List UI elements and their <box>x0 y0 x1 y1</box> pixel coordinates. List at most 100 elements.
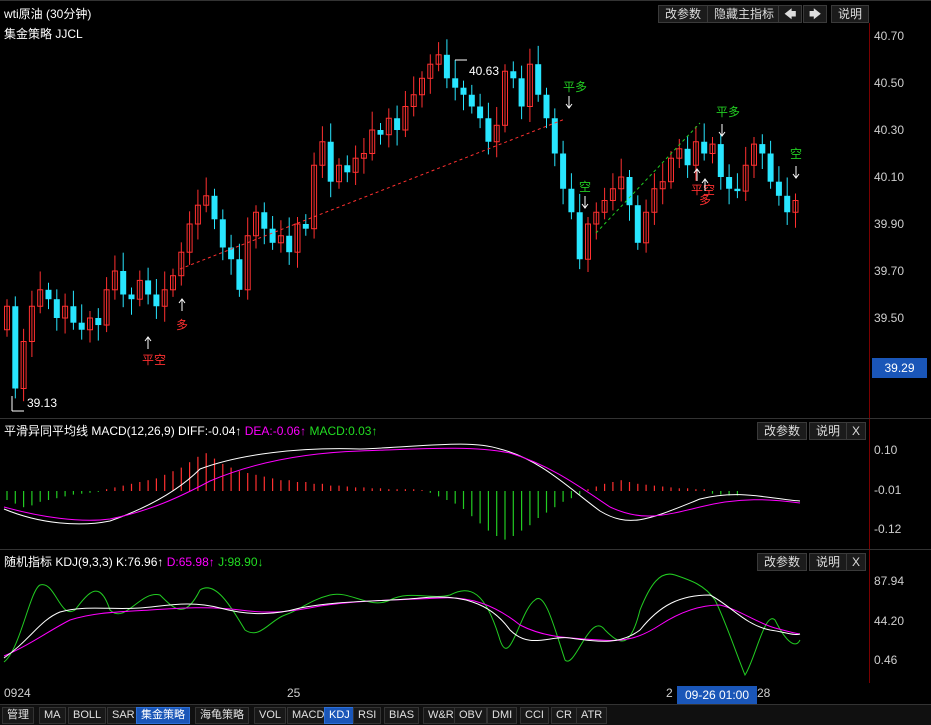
tab-16[interactable]: ATR <box>576 707 608 724</box>
candle-body-up <box>352 157 359 173</box>
tab-1[interactable]: MA <box>39 707 66 724</box>
candle-body-down <box>377 130 384 135</box>
candle-body-down <box>228 247 235 260</box>
macd-chart[interactable] <box>0 419 870 550</box>
candle-body-up <box>435 54 442 65</box>
candle-body-up <box>609 188 616 201</box>
tab-14[interactable]: CCI <box>520 707 549 724</box>
kdj-title: 随机指标 KDJ(9,3,3) K:76.96↑ D:65.98↑ J:98.9… <box>4 553 264 570</box>
candle-body-up <box>203 195 210 206</box>
kdj-k-value: K:76.96↑ <box>116 555 164 569</box>
candle-body-up <box>668 157 674 183</box>
signal-label: 平空 <box>142 353 166 367</box>
candle-body-down <box>626 177 633 206</box>
candle-body-up <box>194 204 201 225</box>
macd-name: 平滑异同平均线 MACD(12,26,9) <box>4 424 175 438</box>
tab-15[interactable]: CR <box>551 707 577 724</box>
candle-body-down <box>684 148 691 166</box>
hide-main-indicator-button[interactable]: 隐藏主指标 <box>707 5 782 23</box>
tab-0[interactable]: 管理 <box>2 707 34 724</box>
candle-body-down <box>78 322 85 330</box>
kdj-chart[interactable] <box>0 550 870 684</box>
candle-body-up <box>294 223 301 253</box>
kdj-help-button[interactable]: 说明 <box>809 553 848 571</box>
candle-body-up <box>502 70 508 126</box>
y-label: 39.70 <box>874 264 905 278</box>
tab-10[interactable]: BIAS <box>384 707 420 724</box>
tab-8[interactable]: KDJ <box>324 707 355 724</box>
candle-body-down <box>510 71 517 79</box>
candle-body-down <box>286 235 293 253</box>
tab-12[interactable]: OBV <box>454 707 488 724</box>
signal-label: 多 <box>176 318 188 332</box>
tab-2[interactable]: BOLL <box>68 707 107 724</box>
kdj-params-button[interactable]: 改参数 <box>757 553 808 571</box>
candle-body-up <box>277 235 284 244</box>
macd-params-button[interactable]: 改参数 <box>757 422 808 440</box>
candle-body-down <box>560 153 567 189</box>
tab-9[interactable]: RSI <box>353 707 382 724</box>
kdj-close-button[interactable]: X <box>846 553 867 571</box>
macd-diff-value: DIFF:-0.04↑ <box>178 424 242 438</box>
x-label: 2 <box>666 686 673 700</box>
arrow-left-icon[interactable]: 🡄 <box>778 5 803 23</box>
kdj-j-value: J:98.90↓ <box>218 555 264 569</box>
tab-3[interactable]: SAR <box>107 707 140 724</box>
arrow-right-icon[interactable]: 🡆 <box>803 5 828 23</box>
signal-arrow-icon <box>718 131 726 137</box>
candle-body-up <box>62 305 69 319</box>
candle-body-down <box>302 224 309 229</box>
candle-body-up <box>410 94 417 107</box>
tab-6[interactable]: VOL <box>254 707 287 724</box>
change-params-button[interactable]: 改参数 <box>658 5 709 23</box>
candle-body-up <box>111 270 118 291</box>
candle-body-down <box>734 188 741 192</box>
candle-body-up <box>585 223 591 260</box>
candle-body-down <box>568 188 575 213</box>
candle-body-down <box>236 259 243 290</box>
low-price-label: 39.13 <box>27 396 57 410</box>
candle-body-down <box>535 64 542 95</box>
current-price-tag: 39.29 <box>872 358 927 378</box>
candle-body-down <box>767 153 774 182</box>
tab-5[interactable]: 海龟策略 <box>195 707 249 724</box>
main-chart-pane[interactable]: wti原油 (30分钟) 改参数 隐藏主指标 🡄 🡆 说明 集金策略 JJCL … <box>0 0 931 419</box>
candle-body-down <box>759 144 766 154</box>
tab-13[interactable]: DMI <box>487 707 518 724</box>
candle-body-down <box>269 228 276 243</box>
signal-label: 平空 <box>691 183 715 197</box>
candle-body-down <box>394 118 401 130</box>
signal-arrow-icon <box>693 168 701 174</box>
candle-body-down <box>784 195 791 213</box>
candle-body-up <box>659 181 666 190</box>
macd-close-button[interactable]: X <box>846 422 867 440</box>
candle-body-up <box>593 211 600 225</box>
signal-arrow-icon <box>581 203 589 209</box>
y-label: 40.50 <box>874 76 905 90</box>
candle-body-up <box>4 305 10 331</box>
signal-arrow-icon <box>178 298 186 304</box>
x-label: 25 <box>287 686 301 700</box>
candle-body-up <box>692 141 699 166</box>
kdj-y-label: 44.20 <box>874 614 905 628</box>
candle-body-up <box>311 164 318 230</box>
signal-label: 空 <box>790 147 802 161</box>
candle-body-down <box>261 212 268 229</box>
tab-11[interactable]: W&R <box>423 707 459 724</box>
crosshair-time-label: 09-26 01:00 <box>677 686 757 704</box>
high-price-label: 40.63 <box>469 64 499 78</box>
candle-body-up <box>37 289 44 307</box>
candle-body-down <box>518 78 525 107</box>
candle-body-up <box>186 223 193 253</box>
candle-body-down <box>128 294 135 300</box>
candle-body-down <box>576 212 583 260</box>
tab-4[interactable]: 集金策略 <box>136 707 190 724</box>
macd-y-label: -0.12 <box>874 522 902 536</box>
help-button[interactable]: 说明 <box>831 5 870 23</box>
macd-pane[interactable]: 平滑异同平均线 MACD(12,26,9) DIFF:-0.04↑ DEA:-0… <box>0 418 931 550</box>
candle-body-down <box>12 306 19 389</box>
macd-help-button[interactable]: 说明 <box>809 422 848 440</box>
signal-arrow-icon <box>792 173 800 179</box>
kdj-pane[interactable]: 随机指标 KDJ(9,3,3) K:76.96↑ D:65.98↑ J:98.9… <box>0 549 931 684</box>
